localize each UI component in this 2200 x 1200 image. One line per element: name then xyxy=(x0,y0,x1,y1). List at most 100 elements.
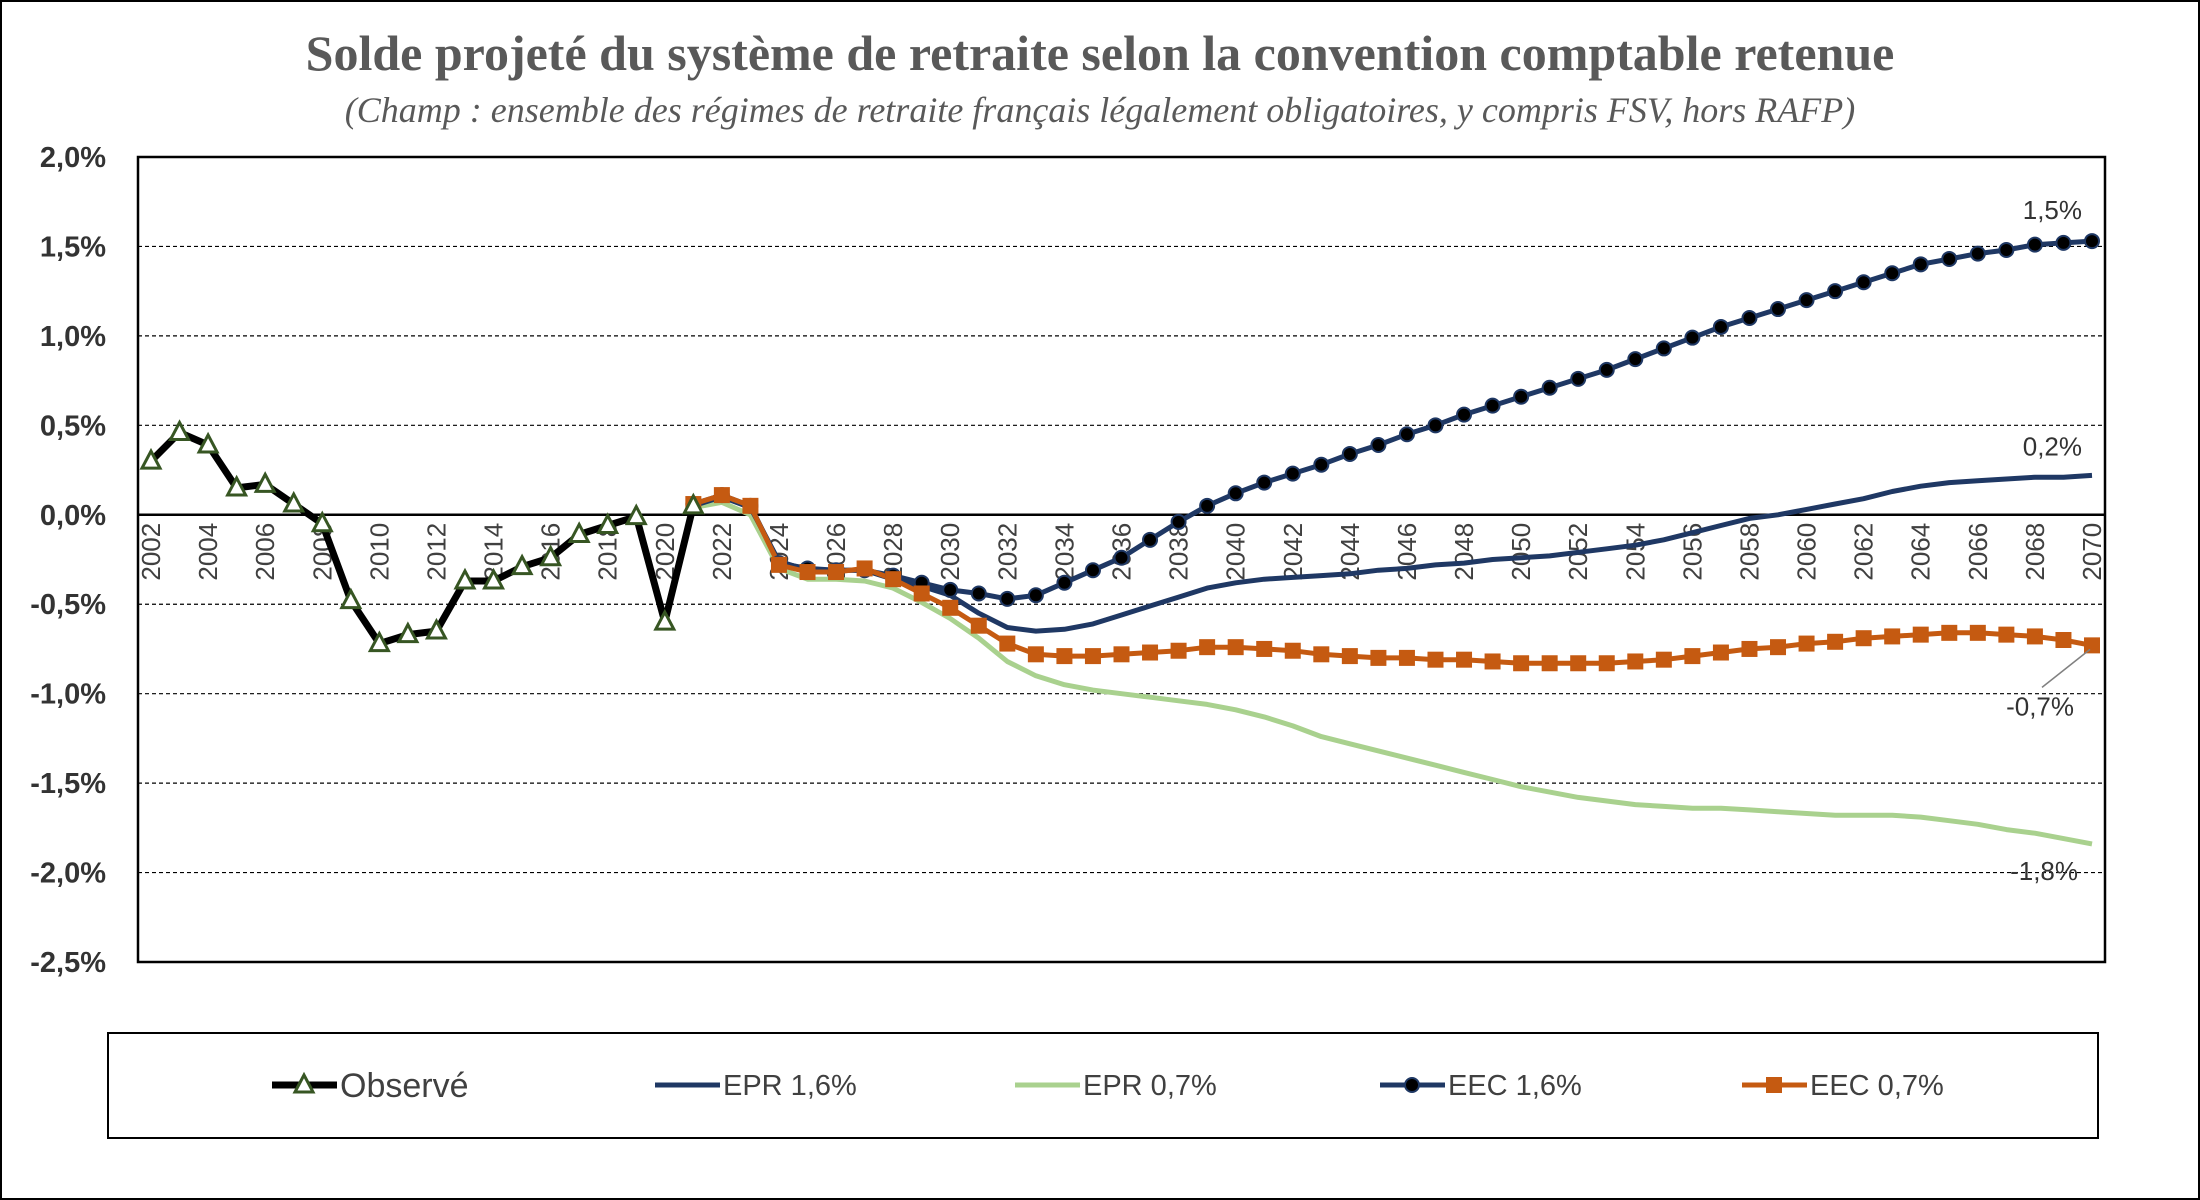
x-tick-label: 2050 xyxy=(1506,523,1536,581)
label-leader-line xyxy=(2041,648,2091,688)
point-marker xyxy=(1570,370,1587,387)
point-marker xyxy=(396,621,420,644)
x-tick-label: 2006 xyxy=(250,523,280,581)
x-tick-label: 2068 xyxy=(2020,523,2050,581)
y-tick-label: -1,5% xyxy=(30,768,106,800)
point-marker xyxy=(510,553,534,576)
end-label: -1,8% xyxy=(2010,856,2078,886)
legend-label: EPR 0,7% xyxy=(1083,1070,1217,1102)
y-tick-label: 0,5% xyxy=(40,410,106,442)
point-marker xyxy=(367,630,391,653)
point-marker xyxy=(596,512,620,535)
point-marker xyxy=(1684,329,1701,346)
point-marker xyxy=(999,635,1016,652)
point-marker xyxy=(1427,417,1444,434)
point-marker xyxy=(1456,406,1473,423)
point-marker xyxy=(1998,242,2015,259)
point-marker xyxy=(1969,245,1986,262)
point-marker xyxy=(1256,474,1273,491)
x-tick-label: 2012 xyxy=(421,523,451,581)
point-marker xyxy=(1370,649,1387,666)
x-tick-label: 2060 xyxy=(1792,523,1822,581)
point-marker xyxy=(1998,626,2015,643)
y-tick-label: 1,5% xyxy=(40,231,106,263)
point-marker xyxy=(1969,624,1986,641)
point-marker xyxy=(1027,587,1044,604)
x-tick-label: 2058 xyxy=(1734,523,1764,581)
point-marker xyxy=(1912,626,1929,643)
y-axis-ticks: 2,0% 1,5% 1,0% 0,5% 0,0% -0,5% -1,0% -1,5% -2,0%… xyxy=(30,142,106,979)
point-marker xyxy=(1227,485,1244,502)
x-tick-label: 2046 xyxy=(1392,523,1422,581)
point-marker xyxy=(1712,318,1729,335)
point-marker xyxy=(624,503,648,526)
point-marker xyxy=(856,560,873,577)
point-marker xyxy=(1598,361,1615,378)
x-tick-label: 2034 xyxy=(1049,523,1079,581)
x-tick-label: 2004 xyxy=(193,523,223,581)
point-marker xyxy=(339,587,363,610)
x-tick-label: 2042 xyxy=(1278,523,1308,581)
point-marker xyxy=(942,599,959,616)
point-marker xyxy=(1712,644,1729,661)
legend: Observé EPR 1,6% EPR 0,7% EEC 1,6% EEC 0,7% xyxy=(272,1067,1944,1105)
point-marker xyxy=(1427,651,1444,668)
point-marker xyxy=(653,608,677,631)
point-marker xyxy=(567,521,591,543)
point-marker xyxy=(1370,437,1387,454)
end-labels: 1,5% 0,2% -0,7% -1,8% xyxy=(2006,195,2091,886)
point-marker xyxy=(2055,632,2072,648)
point-marker xyxy=(310,510,334,533)
series-markers xyxy=(139,233,2100,672)
x-tick-label: 2054 xyxy=(1620,523,1650,581)
point-marker xyxy=(1684,648,1701,665)
legend-label: EEC 0,7% xyxy=(1810,1070,1944,1102)
y-tick-label: -2,5% xyxy=(30,947,106,979)
x-tick-label: 2070 xyxy=(2077,523,2107,581)
point-marker xyxy=(970,585,987,602)
point-marker xyxy=(1655,651,1672,668)
point-marker xyxy=(1341,445,1358,462)
point-marker xyxy=(1341,648,1358,665)
point-marker xyxy=(1398,649,1415,666)
x-tick-label: 2032 xyxy=(992,523,1022,581)
point-marker xyxy=(1284,465,1301,482)
point-marker xyxy=(139,447,163,470)
point-marker xyxy=(913,585,930,602)
point-marker xyxy=(742,497,759,514)
point-marker xyxy=(1142,531,1159,548)
x-tick-label: 2066 xyxy=(1963,523,1993,581)
point-marker xyxy=(292,1071,316,1094)
point-marker xyxy=(482,567,506,590)
point-marker xyxy=(2084,233,2100,250)
point-marker xyxy=(1627,351,1644,368)
point-marker xyxy=(1741,310,1758,326)
point-marker xyxy=(1027,646,1044,663)
point-marker xyxy=(453,567,477,590)
point-marker xyxy=(2026,628,2043,645)
point-marker xyxy=(1541,655,1558,672)
point-marker xyxy=(1313,646,1330,663)
point-marker xyxy=(942,581,959,598)
y-tick-label: -2,0% xyxy=(30,858,106,890)
point-marker xyxy=(999,590,1016,607)
x-tick-label: 2022 xyxy=(707,523,737,581)
point-marker xyxy=(1627,653,1644,670)
point-marker xyxy=(2055,234,2072,251)
point-marker xyxy=(1313,456,1330,473)
x-tick-label: 2038 xyxy=(1164,523,1194,581)
point-marker xyxy=(799,564,816,581)
point-marker xyxy=(770,556,787,573)
legend-label: EPR 1,6% xyxy=(723,1070,857,1102)
x-tick-label: 2002 xyxy=(136,523,166,581)
point-marker xyxy=(885,571,902,588)
point-marker xyxy=(1484,397,1501,414)
point-marker xyxy=(1056,574,1073,591)
point-marker xyxy=(1827,633,1844,650)
x-tick-label: 2010 xyxy=(364,523,394,581)
point-marker xyxy=(168,419,192,441)
point-marker xyxy=(1741,640,1758,657)
chart-subtitle: (Champ : ensemble des régimes de retrait… xyxy=(345,90,1855,130)
point-marker xyxy=(225,474,249,497)
